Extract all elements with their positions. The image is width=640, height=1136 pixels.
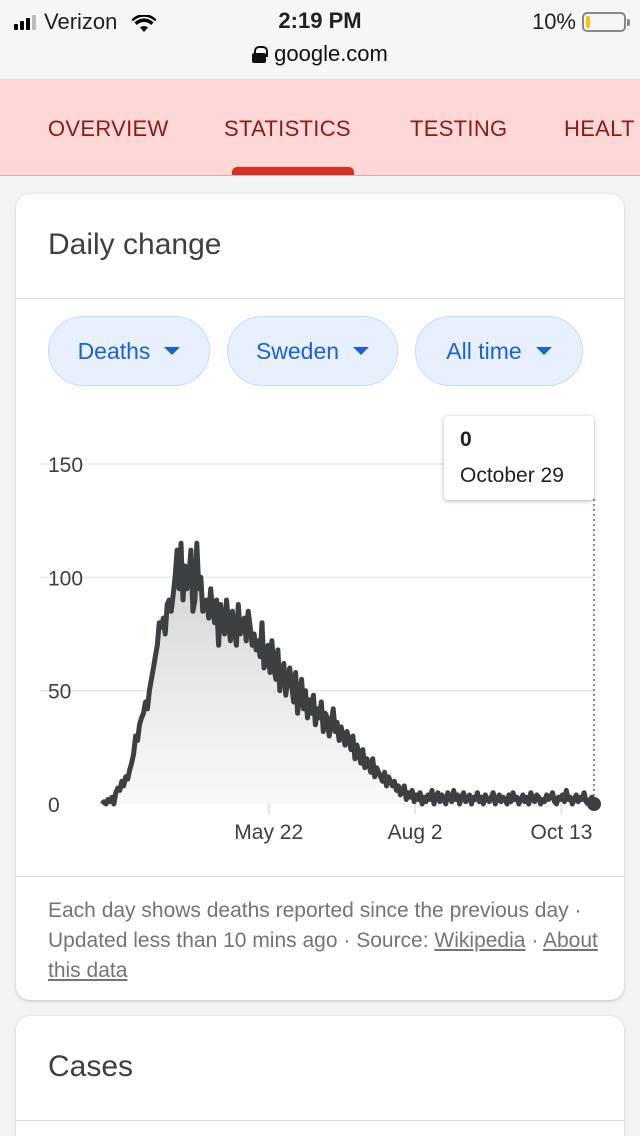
x-tick-label: Aug 2 — [388, 821, 443, 844]
battery-status: 10% — [531, 9, 630, 35]
divider — [16, 298, 624, 299]
address-bar[interactable]: google.com — [0, 41, 640, 67]
caret-down-icon — [164, 347, 181, 355]
x-tick-label: Oct 13 — [531, 821, 593, 844]
tab-health[interactable]: HEALT — [564, 116, 635, 141]
wikipedia-link[interactable]: Wikipedia — [434, 929, 526, 952]
metric-dropdown[interactable]: Deaths — [48, 316, 210, 386]
tab-overview[interactable]: OVERVIEW — [48, 116, 169, 141]
cases-card: Cases — [16, 1016, 624, 1136]
source-label: Source: — [356, 929, 429, 952]
card-title: Daily change — [48, 228, 222, 261]
daily-deaths-chart[interactable]: 0 50 100 150 May 22 Aug 2 Oct 13 — [16, 194, 624, 1000]
divider — [16, 876, 624, 877]
battery-icon — [582, 12, 630, 32]
y-tick-label: 100 — [48, 567, 83, 590]
x-tick-label: May 22 — [234, 821, 303, 844]
y-tick-label: 0 — [48, 794, 60, 817]
wifi-icon — [131, 13, 157, 32]
chart-tooltip: 0 October 29 — [444, 416, 594, 500]
caret-down-icon — [535, 347, 552, 355]
caret-down-icon — [353, 347, 370, 355]
time-range-dropdown-label: All time — [446, 337, 522, 364]
section-tabs: OVERVIEW STATISTICS TESTING HEALT — [0, 80, 640, 176]
tab-testing[interactable]: TESTING — [410, 116, 508, 141]
status-bar: Verizon 2:19 PM 10% google.com — [0, 0, 640, 80]
tooltip-date: October 29 — [460, 464, 564, 487]
about-data-link[interactable]: About this data — [48, 929, 598, 982]
url-text: google.com — [274, 41, 388, 66]
active-tab-indicator — [232, 167, 354, 175]
metric-dropdown-label: Deaths — [77, 337, 151, 364]
tab-statistics[interactable]: STATISTICS — [224, 116, 351, 141]
region-dropdown[interactable]: Sweden — [227, 316, 398, 386]
carrier: Verizon — [14, 9, 157, 35]
region-dropdown-label: Sweden — [255, 337, 340, 364]
lock-icon — [252, 46, 269, 63]
card-title: Cases — [48, 1050, 134, 1083]
footnote-separator: · — [531, 929, 539, 952]
daily-change-card: Daily change Deaths Sweden All time 0 50 1… — [16, 194, 624, 1000]
y-tick-label: 50 — [48, 681, 71, 704]
series-area — [102, 543, 594, 804]
battery-percent: 10% — [531, 9, 576, 34]
tooltip-value: 0 — [460, 428, 472, 451]
series-line — [100, 540, 597, 807]
time-range-dropdown[interactable]: All time — [415, 316, 583, 386]
chart-footnote: Each day shows deaths reported since the… — [48, 896, 608, 986]
divider — [16, 1120, 624, 1121]
y-tick-label: 150 — [48, 454, 83, 477]
signal-icon — [14, 14, 36, 30]
hover-point — [587, 797, 601, 811]
footnote-text: Each day shows deaths reported since the… — [48, 899, 582, 952]
carrier-name: Verizon — [44, 9, 118, 34]
clock: 2:19 PM — [278, 8, 362, 33]
